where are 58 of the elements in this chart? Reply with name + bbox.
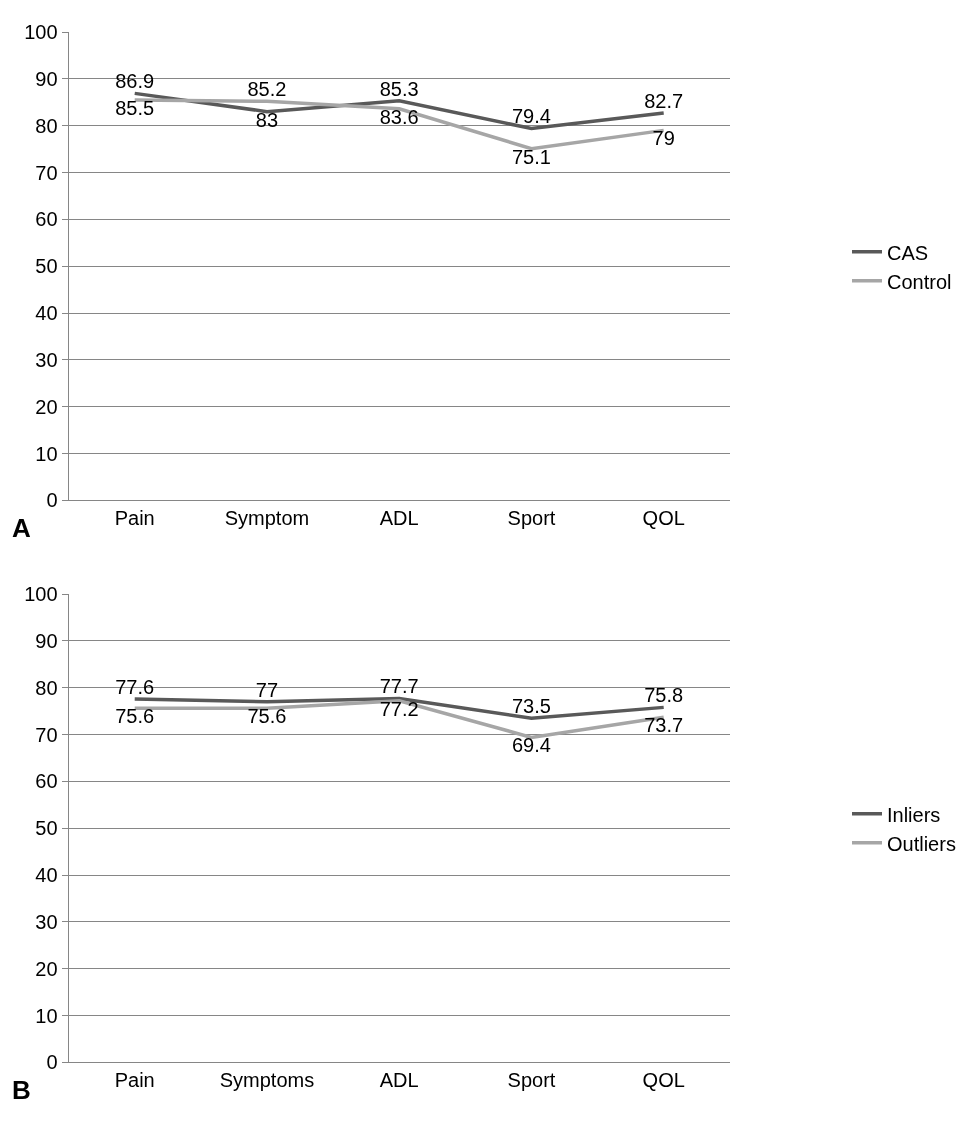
x-tick-label: Pain — [114, 1069, 155, 1092]
y-tick-label: 70 — [35, 161, 58, 184]
y-tick-label: 20 — [35, 395, 58, 418]
data-label: 75.6 — [115, 705, 155, 728]
data-label: 77.6 — [115, 675, 155, 698]
data-label: 75.1 — [511, 145, 551, 168]
data-label: 73.5 — [511, 695, 551, 718]
y-tick-label: 30 — [35, 910, 58, 933]
y-tick-label: 90 — [35, 629, 58, 652]
x-tick-label: QOL — [642, 507, 685, 530]
y-tick-label: 20 — [35, 957, 58, 980]
data-label: 82.7 — [644, 90, 684, 113]
x-tick-label: Sport — [507, 1069, 556, 1092]
x-tick-label: Symptoms — [219, 1069, 315, 1092]
data-label: 69.4 — [511, 734, 551, 757]
y-tick-label: 40 — [35, 864, 58, 887]
y-tick-label: 80 — [35, 114, 58, 137]
data-label: 83 — [255, 108, 279, 131]
data-label: 85.5 — [115, 96, 155, 119]
y-tick-label: 10 — [35, 1004, 58, 1027]
y-tick-label: 100 — [24, 21, 58, 44]
data-label: 85.2 — [247, 78, 287, 101]
data-label: 77.7 — [379, 675, 419, 698]
data-label: 75.8 — [644, 684, 684, 707]
x-tick-label: Sport — [507, 507, 556, 530]
y-tick-label: 50 — [35, 817, 58, 840]
data-label: 79.4 — [511, 105, 551, 128]
data-label: 73.7 — [644, 714, 684, 737]
y-tick-label: 100 — [24, 583, 58, 606]
data-label: 86.9 — [115, 70, 155, 93]
y-tick-label: 0 — [46, 1051, 58, 1074]
data-label: 77 — [255, 678, 279, 701]
y-tick-label: 50 — [35, 255, 58, 278]
y-tick-label: 70 — [35, 723, 58, 746]
y-tick-label: 60 — [35, 208, 58, 231]
data-label: 75.6 — [247, 705, 287, 728]
x-tick-label: ADL — [379, 1069, 419, 1092]
y-tick-label: 0 — [46, 489, 58, 512]
x-tick-label: Pain — [114, 507, 155, 530]
data-label: 77.2 — [379, 697, 419, 720]
data-label: 83.6 — [379, 105, 419, 128]
x-tick-label: QOL — [642, 1069, 685, 1092]
text: A — [12, 513, 31, 543]
y-tick-label: 30 — [35, 348, 58, 371]
x-tick-label: Symptom — [224, 507, 310, 530]
data-label: 85.3 — [379, 77, 419, 100]
data-label: 79 — [652, 127, 675, 150]
legend-label: Outliers — [887, 832, 956, 855]
legend-label: Inliers — [887, 803, 941, 826]
x-tick-label: ADL — [379, 507, 419, 530]
y-tick-label: 10 — [35, 442, 58, 465]
legend-label: CAS — [887, 241, 929, 264]
y-tick-label: 40 — [35, 302, 58, 325]
y-tick-label: 90 — [35, 67, 58, 90]
y-tick-label: 80 — [35, 676, 58, 699]
text: B — [12, 1075, 31, 1105]
y-tick-label: 60 — [35, 770, 58, 793]
legend-label: Control — [887, 270, 952, 293]
